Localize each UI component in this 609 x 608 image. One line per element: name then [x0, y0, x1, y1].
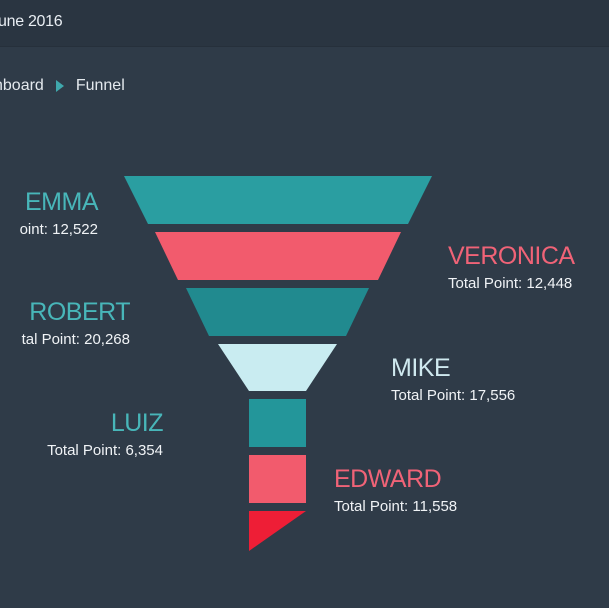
stage-points: Total Point: 11,558 [334, 498, 458, 515]
breadcrumb: hboard Funnel [0, 77, 125, 95]
stage-points: Total Point: 12,448 [448, 275, 573, 292]
stage-name: VERONICA [448, 242, 575, 270]
stage-points: tal Point: 20,268 [21, 331, 130, 348]
stage-label-veronica: VERONICA Total Point: 12,448 [448, 242, 575, 294]
stage-label-mike: MIKE Total Point: 17,556 [391, 354, 515, 406]
stage-name: LUIZ [110, 409, 164, 437]
stage-label-luiz: LUIZ Total Point: 6,354 [47, 409, 163, 461]
report-date: une 2016 [0, 13, 63, 30]
breadcrumb-dashboard-link[interactable]: hboard [0, 77, 44, 94]
funnel-tip [249, 511, 306, 551]
stage-label-robert: ROBERT tal Point: 20,268 [21, 298, 131, 350]
stage-points: Total Point: 6,354 [47, 442, 163, 459]
breadcrumb-arrow-icon [55, 80, 64, 92]
breadcrumb-current: Funnel [75, 77, 125, 94]
funnel-segment-edward [249, 455, 306, 503]
stage-name: EMMA [25, 188, 99, 216]
funnel-segment-mike [218, 344, 337, 391]
top-bar: une 2016 [0, 0, 609, 47]
stage-name: EDWARD [334, 465, 442, 493]
funnel-segment-robert [186, 288, 369, 336]
stage-label-edward: EDWARD Total Point: 11,558 [334, 465, 457, 517]
stage-points: oint: 12,522 [19, 221, 98, 238]
stage-label-emma: EMMA oint: 12,522 [19, 188, 99, 240]
stage-name: MIKE [391, 354, 451, 382]
stage-points: Total Point: 17,556 [391, 387, 516, 404]
funnel-segment-veronica [155, 232, 401, 280]
funnel-segment-emma [124, 176, 432, 224]
funnel-segment-luiz [249, 399, 306, 447]
stage-name: ROBERT [29, 298, 130, 326]
